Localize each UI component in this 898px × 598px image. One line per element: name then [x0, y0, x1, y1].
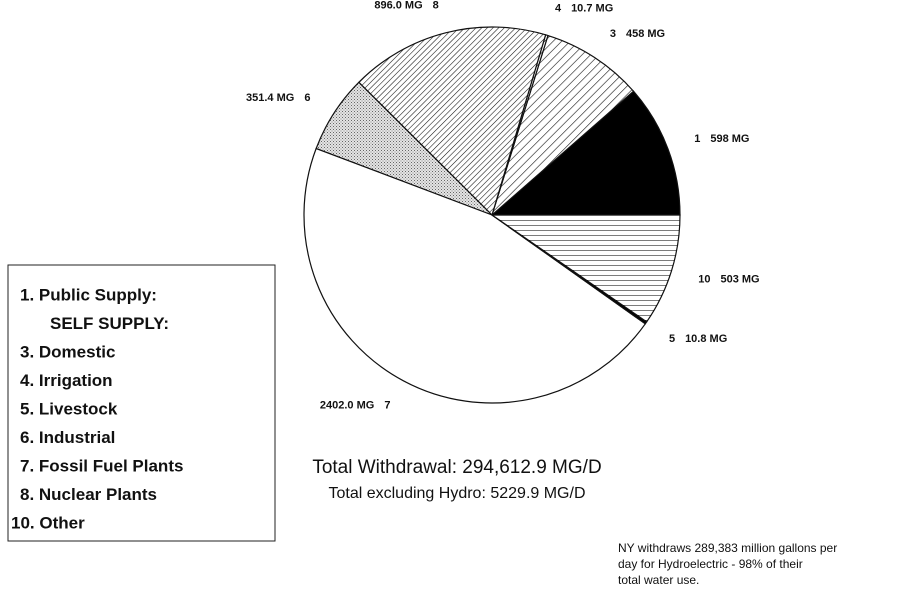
- annotation: NY withdraws 289,383 million gallons per: [618, 541, 837, 555]
- value-label: 458 MG: [626, 28, 665, 40]
- annotation: total water use.: [618, 573, 699, 587]
- legend-item: 3. Domestic: [20, 342, 115, 361]
- legend-item: 5. Livestock: [20, 399, 118, 418]
- category: 5: [669, 333, 675, 345]
- category: 8: [433, 0, 439, 12]
- category: 3: [610, 28, 616, 40]
- pie-slice: [490, 214, 681, 323]
- pie-slice: [490, 90, 681, 216]
- slice-label: 10 503 MG: [698, 273, 759, 285]
- legend-item: 6. Industrial: [20, 428, 115, 447]
- slice-label: 351.4 MG 6: [246, 92, 310, 104]
- category: 10: [698, 273, 710, 285]
- slice-label: 3 458 MG: [610, 28, 665, 40]
- legend-item: 8. Nuclear Plants: [20, 485, 157, 504]
- category: 6: [304, 92, 310, 104]
- chart-title: Total Withdrawal: 294,612.9 MG/D: [312, 457, 601, 478]
- category: 4: [555, 2, 562, 14]
- chart-subtitle: Total excluding Hydro: 5229.9 MG/D: [328, 485, 585, 502]
- value-label: 2402.0 MG: [320, 400, 374, 412]
- pie-slice: [357, 26, 547, 217]
- slice-label: 1 598 MG: [694, 133, 749, 145]
- slice-label: 896.0 MG 8: [374, 0, 438, 12]
- pie-slice: [490, 34, 635, 217]
- value-label: 10.7 MG: [571, 2, 613, 14]
- value-label: 10.8 MG: [685, 333, 727, 345]
- value-label: 503 MG: [720, 273, 759, 285]
- legend-item: 1. Public Supply:: [20, 285, 157, 304]
- legend-box: [7, 264, 276, 542]
- slice-label: 4 10.7 MG: [555, 2, 613, 14]
- pie-slice: [303, 147, 647, 404]
- legend-item: 10. Other: [11, 513, 85, 532]
- slice-label: 2402.0 MG 7: [320, 400, 391, 412]
- legend-item: 4. Irrigation: [20, 371, 113, 390]
- category: 7: [384, 400, 390, 412]
- value-label: 351.4 MG: [246, 92, 294, 104]
- slice-label: 5 10.8 MG: [669, 333, 727, 345]
- value-label: 598 MG: [710, 133, 749, 145]
- annotation: day for Hydroelectric - 98% of their: [618, 557, 803, 571]
- legend-item: SELF SUPPLY:: [50, 314, 169, 333]
- legend-item: 7. Fossil Fuel Plants: [20, 456, 183, 475]
- category: 1: [694, 133, 700, 145]
- value-label: 896.0 MG: [374, 0, 422, 12]
